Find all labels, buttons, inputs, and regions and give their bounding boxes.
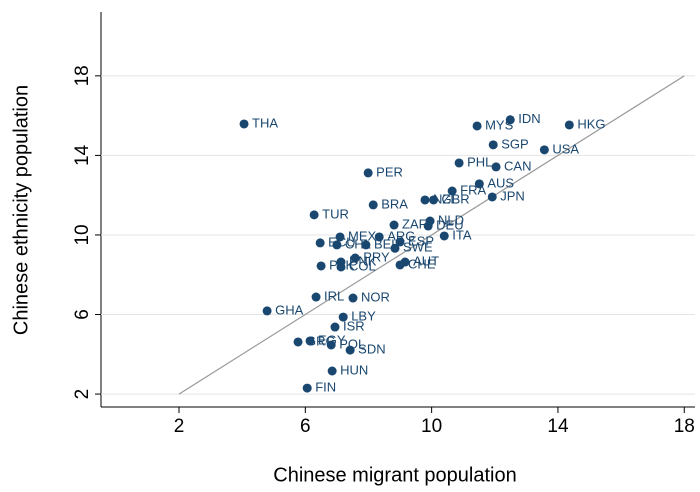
point	[472, 121, 482, 131]
y-axis-title: Chinese ethnicity population	[10, 85, 32, 335]
point	[361, 240, 371, 250]
y-tick-label: 18	[72, 65, 93, 86]
point-label: TUR	[322, 206, 349, 221]
point	[454, 158, 464, 168]
point	[293, 337, 303, 347]
point-label: ZAF	[402, 216, 427, 231]
point	[305, 336, 315, 346]
point-label: FRA	[460, 182, 486, 197]
point-label: CHE	[408, 256, 436, 271]
point-label: NLD	[438, 212, 464, 227]
point	[539, 145, 549, 155]
point	[309, 210, 319, 220]
point-label: MEX	[348, 228, 377, 243]
x-tick-label: 6	[300, 416, 311, 437]
point	[332, 240, 342, 250]
point-label: JPN	[500, 188, 525, 203]
point	[423, 221, 433, 231]
y-tick-label: 2	[72, 389, 93, 400]
point	[420, 195, 430, 205]
point-label: IRL	[324, 288, 344, 303]
point-label: SDN	[358, 342, 385, 357]
point	[326, 340, 336, 350]
point	[315, 238, 325, 248]
point-label: CAN	[504, 158, 531, 173]
point-label: PRY	[363, 249, 390, 264]
point-label: BRA	[381, 196, 408, 211]
point-label: AUT	[413, 253, 439, 268]
point	[336, 262, 346, 272]
point-label: DEU	[436, 217, 463, 232]
point-label: LBY	[351, 309, 376, 324]
point	[316, 261, 326, 271]
point	[239, 119, 249, 129]
y-tick-label: 14	[72, 144, 93, 166]
point	[330, 322, 340, 332]
point	[447, 186, 457, 196]
x-tick-label: 10	[421, 416, 442, 437]
point	[338, 312, 348, 322]
point	[564, 120, 574, 130]
point-label: PER	[376, 164, 403, 179]
point-label: ISR	[343, 318, 365, 333]
point	[374, 232, 384, 242]
point-label: ITA	[452, 227, 472, 242]
point-label: POL	[339, 336, 365, 351]
point	[505, 115, 515, 125]
point-label: SGP	[501, 136, 528, 151]
point	[487, 192, 497, 202]
y-tick-label: 6	[72, 309, 93, 320]
point	[390, 243, 400, 253]
point-label: AUS	[487, 175, 514, 190]
point	[491, 162, 501, 172]
point	[302, 383, 312, 393]
point-label: FIN	[315, 380, 336, 395]
point-label: NOR	[361, 289, 390, 304]
point	[368, 200, 378, 210]
point	[335, 232, 345, 242]
point	[474, 179, 484, 189]
point-label: HUN	[340, 362, 368, 377]
y-tick-label: 10	[72, 224, 93, 245]
x-tick-label: 14	[547, 416, 569, 437]
point	[363, 168, 373, 178]
x-axis-title: Chinese migrant population	[273, 464, 517, 486]
point-label: IDN	[518, 111, 540, 126]
point-label: COL	[349, 258, 376, 273]
x-tick-label: 2	[174, 416, 185, 437]
point	[439, 231, 449, 241]
point-label: SWE	[403, 240, 433, 255]
point	[389, 220, 399, 230]
point-label: PHL	[467, 154, 492, 169]
point-label: HKG	[577, 116, 605, 131]
point	[395, 237, 405, 247]
reference-line	[178, 75, 685, 395]
point	[345, 345, 355, 355]
point-label: GBR	[442, 191, 470, 206]
point	[311, 292, 321, 302]
point	[327, 366, 337, 376]
point-label: USA	[552, 141, 579, 156]
point-label: THA	[252, 115, 278, 130]
point	[348, 293, 358, 303]
point-label: GHA	[275, 302, 304, 317]
point	[262, 306, 272, 316]
point	[350, 253, 360, 263]
point	[395, 260, 405, 270]
point	[488, 140, 498, 150]
point-label: ARG	[387, 228, 415, 243]
point-label: DNK	[349, 253, 377, 268]
point-label: ESP	[408, 233, 434, 248]
point-label: EGY	[318, 332, 346, 347]
x-tick-label: 18	[674, 416, 695, 437]
point-label: NZL	[433, 191, 458, 206]
point	[429, 195, 439, 205]
